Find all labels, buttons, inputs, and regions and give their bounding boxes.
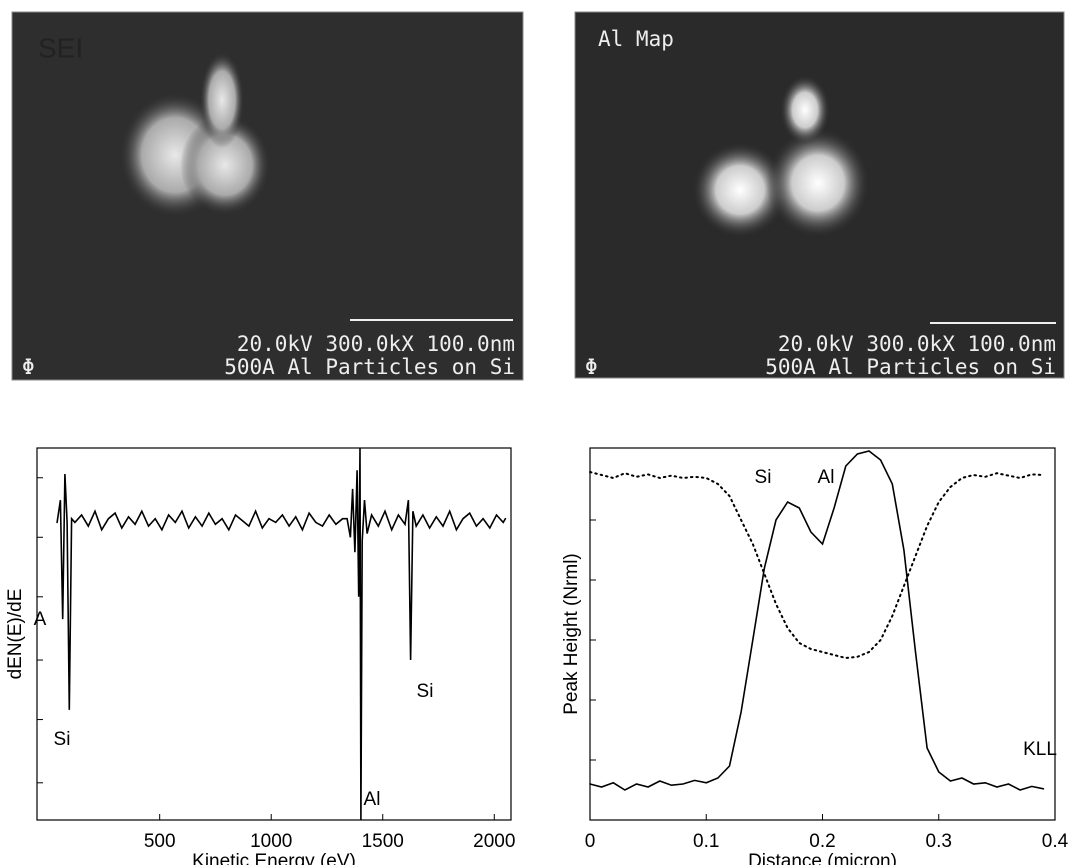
caption: 500A Al Particles on Si — [765, 355, 1056, 379]
annotation: Si — [755, 467, 772, 488]
x-axis-label: Distance (micron) — [748, 851, 897, 865]
plot-frame — [589, 447, 1056, 821]
x-tick-label: 0.1 — [693, 831, 719, 852]
x-tick-label: 0.4 — [1042, 831, 1069, 852]
y-axis-label: Peak Height (Nrml) — [561, 553, 582, 715]
x-tick-label: 1000 — [250, 831, 292, 852]
annotation: A — [34, 609, 47, 630]
scale-text: 20.0kV 300.0kX 100.0nm — [778, 332, 1056, 356]
scale-text: 20.0kV 300.0kX 100.0nm — [237, 332, 515, 356]
data-line — [589, 471, 1045, 660]
logo: Φ — [585, 355, 598, 379]
image-label: Al Map — [598, 27, 674, 51]
plot-frame — [36, 447, 512, 821]
al-map-image — [574, 11, 1065, 379]
x-tick-label: 500 — [144, 831, 176, 852]
y-axis-label: dEN(E)/dE — [5, 589, 26, 680]
image-label: SEI — [38, 32, 83, 63]
data-line — [56, 447, 507, 821]
annotation: Si — [54, 729, 71, 750]
annotation: Al — [364, 789, 381, 810]
annotation: Si — [417, 681, 434, 702]
x-tick-label: 2000 — [473, 831, 515, 852]
sei-image — [11, 11, 524, 381]
data-line — [589, 450, 1045, 791]
x-axis-label: Kinetic Energy (eV) — [192, 851, 356, 865]
x-tick-label: 0.2 — [809, 831, 835, 852]
logo: Φ — [22, 355, 35, 379]
caption: 500A Al Particles on Si — [224, 355, 515, 379]
annotation: KLL — [1023, 739, 1057, 760]
x-tick-label: 1500 — [362, 831, 404, 852]
annotation: Al — [818, 467, 835, 488]
x-tick-label: 0.3 — [926, 831, 952, 852]
x-tick-label: 0 — [585, 831, 596, 852]
